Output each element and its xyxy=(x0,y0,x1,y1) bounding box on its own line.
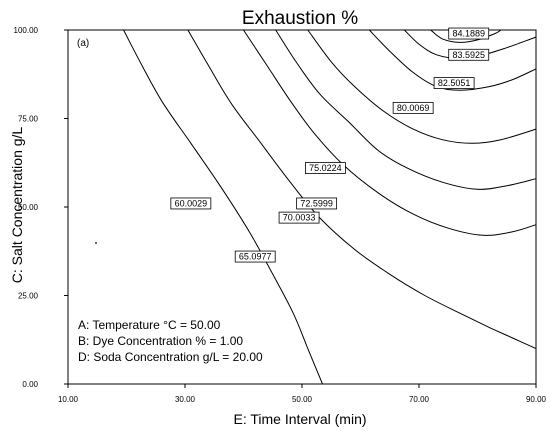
contour-label-7: 83.5925 xyxy=(448,48,490,61)
chart-title: Exhaustion % xyxy=(242,8,358,29)
contour-line-2 xyxy=(243,29,537,236)
y-tick-label: 75.00 xyxy=(18,115,39,124)
y-tick-label: 25.00 xyxy=(18,292,39,301)
contour-label-box xyxy=(392,101,434,114)
x-tick-label: 10.00 xyxy=(58,395,79,404)
contour-labels: 60.0029 65.0977 70.0033 72.5999 75.0224 80.00… xyxy=(170,27,490,263)
x-tick-label: 70.00 xyxy=(409,395,430,404)
y-tick-label: 100.00 xyxy=(14,26,39,35)
contour-line-7 xyxy=(430,29,502,43)
contour-level-value: 60.0029 xyxy=(175,198,208,208)
contour-level-value: 82.5051 xyxy=(438,78,471,88)
factor-soda-concentration: D: Soda Concentration g/L = 20.00 xyxy=(78,350,263,364)
y-axis-label: C: Salt Concentration g/L xyxy=(9,127,25,284)
y-tick-label: 50.00 xyxy=(18,203,39,212)
contour-label-2: 70.0033 xyxy=(278,211,320,224)
contour-level-value: 83.5925 xyxy=(452,50,485,60)
contour-level-value: 65.0977 xyxy=(239,252,272,262)
x-tick-label: 50.00 xyxy=(292,395,313,404)
contour-label-box xyxy=(304,162,346,174)
axis-ticks: 10.00 30.00 50.00 70.00 90.00 0.00 25.00 50.00 7… xyxy=(14,26,546,404)
contour-label-1: 65.0977 xyxy=(234,250,276,263)
contour-level-value: 75.0224 xyxy=(309,163,342,173)
contour-label-box xyxy=(448,27,490,40)
contour-label-box xyxy=(433,77,475,89)
contour-level-value: 70.0033 xyxy=(283,213,316,223)
factor-temperature: A: Temperature °C = 50.00 xyxy=(78,318,221,332)
contour-line-3 xyxy=(275,29,537,190)
x-axis-label: E: Time Interval (min) xyxy=(233,411,366,427)
contour-level-value: 72.5999 xyxy=(300,198,333,208)
contour-line-5 xyxy=(368,29,537,91)
contour-level-value: 80.0069 xyxy=(397,103,430,113)
contour-level-value: 84.1889 xyxy=(452,29,485,39)
x-tick-label: 90.00 xyxy=(526,395,546,404)
contour-label-0: 60.0029 xyxy=(170,197,212,210)
contour-line-4 xyxy=(307,29,537,144)
x-tick-label: 30.00 xyxy=(175,395,196,404)
factor-dye-concentration: B: Dye Concentration % = 1.00 xyxy=(78,334,243,348)
contour-label-6: 82.5051 xyxy=(433,77,475,89)
contour-label-box xyxy=(234,250,276,263)
factor-settings: A: Temperature °C = 50.00 B: Dye Concent… xyxy=(78,318,263,364)
contour-label-box xyxy=(296,197,338,210)
y-tick-label: 0.00 xyxy=(22,380,38,389)
contour-label-8: 84.1889 xyxy=(448,27,490,40)
contour-label-box xyxy=(278,211,320,224)
contour-label-3: 72.5999 xyxy=(296,197,338,210)
contour-line-0 xyxy=(123,29,323,385)
design-point-marker xyxy=(95,242,97,244)
contour-label-box xyxy=(170,197,212,210)
contour-line-1 xyxy=(187,29,537,350)
contour-label-5: 80.0069 xyxy=(392,101,434,114)
contour-label-4: 75.0224 xyxy=(304,162,346,174)
contour-label-box xyxy=(448,48,490,61)
panel-label: (a) xyxy=(77,38,89,49)
